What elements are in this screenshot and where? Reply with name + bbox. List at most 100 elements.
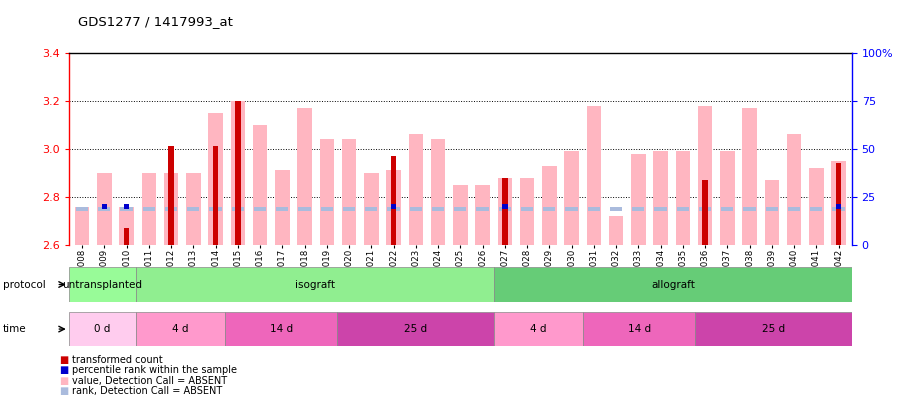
Bar [320,139,334,245]
Bar [75,207,89,245]
Bar [136,267,494,302]
Bar [475,185,490,245]
Bar [120,207,133,211]
Bar [744,207,756,211]
Bar [835,204,841,209]
Bar [387,171,401,245]
Bar [502,178,507,245]
Bar [124,204,129,209]
Bar [654,207,667,211]
Bar [165,207,177,211]
Bar [409,207,422,211]
Bar [98,207,111,211]
Bar [698,106,713,245]
Bar [136,312,225,346]
Bar [365,207,377,211]
Bar [676,151,690,245]
Bar [632,207,645,211]
Bar [343,207,355,211]
Bar [653,151,668,245]
Bar [208,113,223,245]
Bar [69,312,136,346]
Text: protocol: protocol [3,279,46,290]
Bar [432,207,444,211]
Bar [102,204,107,209]
Bar [391,204,397,209]
Bar [583,312,695,346]
Text: untransplanted: untransplanted [62,279,142,290]
Bar [275,171,289,245]
Bar [164,173,179,245]
Bar [409,134,423,245]
Bar [542,166,557,245]
Bar [276,207,289,211]
Bar [677,207,689,211]
Bar [454,207,466,211]
Bar [169,147,174,245]
Bar [299,207,311,211]
Bar [254,207,267,211]
Text: percentile rank within the sample: percentile rank within the sample [72,365,237,375]
Bar [97,173,112,245]
Text: 14 d: 14 d [269,324,293,334]
Bar [543,207,555,211]
Bar [124,228,129,245]
Text: 14 d: 14 d [627,324,651,334]
Bar [142,173,156,245]
Bar [364,173,378,245]
Bar [225,312,337,346]
Text: 0 d: 0 d [94,324,111,334]
Bar [494,312,583,346]
Bar [186,173,201,245]
Bar [564,151,579,245]
Bar [586,106,601,245]
Bar [187,207,200,211]
Bar [565,207,578,211]
Bar [810,207,823,211]
Bar [210,207,222,211]
Bar [609,216,623,245]
Bar [321,207,333,211]
Bar [835,163,841,245]
Bar [699,207,711,211]
Bar [588,207,600,211]
Bar [453,185,467,245]
Text: time: time [3,324,27,334]
Bar [119,207,134,245]
Bar [235,101,241,245]
Bar [298,108,311,245]
Bar [631,153,646,245]
Text: transformed count: transformed count [72,355,163,364]
Bar [610,207,622,211]
Bar [231,101,245,245]
Text: ■: ■ [60,355,69,364]
Text: 4 d: 4 d [530,324,547,334]
Text: GDS1277 / 1417993_at: GDS1277 / 1417993_at [78,15,233,28]
Bar [498,207,511,211]
Bar [788,207,801,211]
Bar [497,178,512,245]
Bar [143,207,155,211]
Bar [695,312,852,346]
Bar [342,139,356,245]
Bar [391,156,397,245]
Text: 25 d: 25 d [762,324,785,334]
Text: ■: ■ [60,386,69,396]
Bar [521,207,533,211]
Bar [253,125,267,245]
Bar [431,139,445,245]
Bar [809,168,823,245]
Bar [703,180,708,245]
Bar [494,267,852,302]
Bar [69,267,136,302]
Bar [337,312,494,346]
Bar [766,207,778,211]
Bar [787,134,802,245]
Text: value, Detection Call = ABSENT: value, Detection Call = ABSENT [72,376,227,386]
Bar [765,180,779,245]
Bar [232,207,244,211]
Bar [720,151,735,245]
Bar [519,178,534,245]
Text: 25 d: 25 d [404,324,427,334]
Bar [213,147,218,245]
